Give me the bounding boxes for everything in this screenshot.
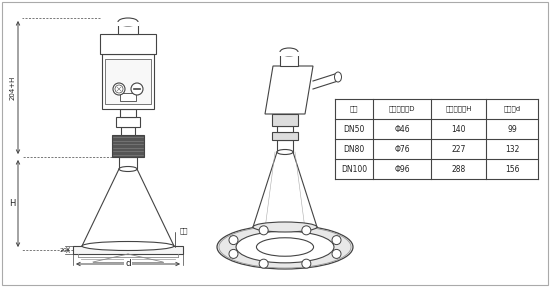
Text: 20: 20 bbox=[59, 247, 67, 253]
Text: 204+H: 204+H bbox=[10, 75, 16, 100]
Ellipse shape bbox=[277, 150, 293, 154]
Text: 132: 132 bbox=[505, 144, 519, 154]
Bar bbox=[119, 157, 137, 169]
Ellipse shape bbox=[253, 222, 317, 232]
Circle shape bbox=[259, 226, 268, 235]
Circle shape bbox=[332, 236, 341, 245]
Ellipse shape bbox=[118, 18, 138, 26]
Text: 喇叭口直径D: 喇叭口直径D bbox=[389, 106, 415, 112]
Text: 227: 227 bbox=[452, 144, 466, 154]
Circle shape bbox=[302, 226, 311, 235]
Text: 288: 288 bbox=[452, 164, 466, 174]
Bar bbox=[277, 126, 293, 132]
Text: Φ96: Φ96 bbox=[394, 164, 410, 174]
Text: 140: 140 bbox=[451, 125, 466, 133]
Bar bbox=[272, 132, 298, 140]
Bar bbox=[277, 140, 293, 152]
Ellipse shape bbox=[334, 72, 342, 82]
Text: 法兰: 法兰 bbox=[175, 227, 189, 247]
Bar bbox=[272, 114, 298, 126]
Bar bbox=[121, 127, 135, 135]
Bar bbox=[116, 117, 140, 127]
Ellipse shape bbox=[280, 48, 298, 56]
Bar bbox=[102, 54, 154, 109]
Bar bbox=[279, 52, 299, 56]
Bar bbox=[120, 109, 136, 117]
Text: 四氟盘d: 四氟盘d bbox=[503, 106, 520, 112]
Ellipse shape bbox=[217, 225, 353, 269]
Text: Φ76: Φ76 bbox=[394, 144, 410, 154]
Bar bbox=[100, 34, 156, 54]
Ellipse shape bbox=[119, 166, 137, 172]
Bar bbox=[105, 59, 151, 104]
Circle shape bbox=[115, 85, 123, 93]
Bar bbox=[112, 135, 144, 157]
Text: 156: 156 bbox=[505, 164, 519, 174]
Text: 99: 99 bbox=[507, 125, 517, 133]
Text: DN100: DN100 bbox=[341, 164, 367, 174]
Text: H: H bbox=[10, 199, 16, 208]
Text: Φ46: Φ46 bbox=[394, 125, 410, 133]
Bar bbox=[73, 246, 183, 254]
Polygon shape bbox=[265, 66, 313, 114]
Bar bbox=[117, 22, 139, 26]
Ellipse shape bbox=[236, 231, 334, 263]
Text: DN80: DN80 bbox=[343, 144, 365, 154]
Circle shape bbox=[131, 83, 143, 95]
Bar bbox=[280, 52, 298, 66]
Circle shape bbox=[302, 259, 311, 268]
Text: DN50: DN50 bbox=[343, 125, 365, 133]
Bar bbox=[120, 93, 136, 101]
Ellipse shape bbox=[82, 241, 174, 251]
Text: 喇叭口高度H: 喇叭口高度H bbox=[446, 106, 472, 112]
Circle shape bbox=[332, 249, 341, 258]
Circle shape bbox=[229, 249, 238, 258]
Circle shape bbox=[259, 259, 268, 268]
Text: 法兰: 法兰 bbox=[350, 106, 358, 112]
Ellipse shape bbox=[256, 238, 314, 256]
Bar bbox=[118, 22, 138, 34]
Circle shape bbox=[113, 83, 125, 95]
Circle shape bbox=[229, 236, 238, 245]
Text: d: d bbox=[125, 259, 131, 269]
